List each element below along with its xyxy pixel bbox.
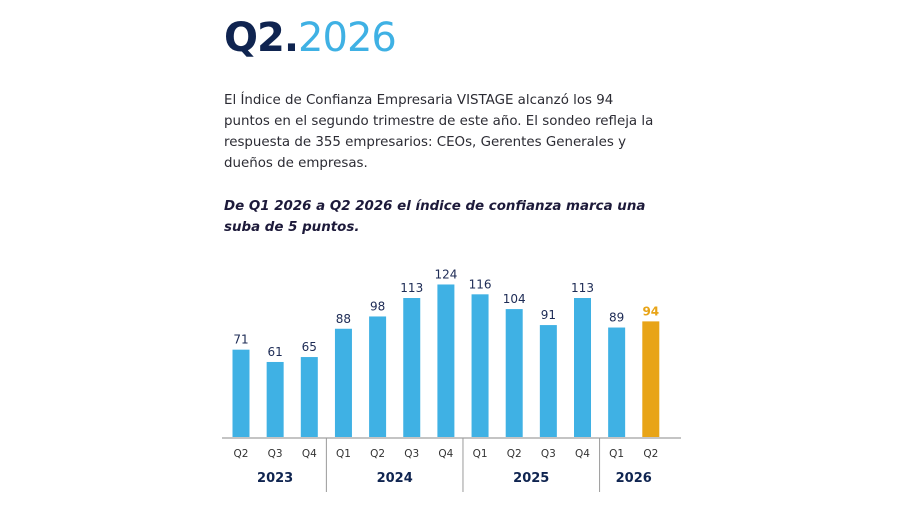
quarter-label-9: Q3	[541, 448, 556, 460]
year-label-2026: 2026	[616, 471, 652, 486]
value-label-4: 98	[370, 299, 385, 313]
quarter-label-5: Q3	[404, 448, 419, 460]
bar-1	[266, 361, 284, 437]
value-label-11: 89	[609, 311, 624, 325]
quarter-label-0: Q2	[234, 448, 249, 460]
title-year: 2026	[298, 15, 397, 61]
quarter-label-11: Q1	[609, 448, 624, 460]
value-label-12: 94	[642, 304, 659, 318]
quarter-label-6: Q4	[438, 448, 453, 460]
quarter-label-4: Q2	[370, 448, 385, 460]
quarter-label-12: Q2	[643, 448, 658, 460]
bar-3	[334, 328, 352, 437]
bar-9	[539, 325, 557, 437]
value-label-6: 124	[434, 267, 457, 281]
value-label-8: 104	[503, 292, 526, 306]
value-label-9: 91	[541, 308, 556, 322]
quarter-label-3: Q1	[336, 448, 351, 460]
bar-10	[574, 298, 591, 437]
highlight-statement: De Q1 2026 a Q2 2026 el índice de confia…	[224, 199, 646, 235]
bar-0	[232, 349, 250, 437]
quarter-label-1: Q3	[268, 448, 283, 460]
year-label-2023: 2023	[257, 471, 293, 486]
bar-2	[300, 357, 318, 437]
quarter-label-7: Q1	[473, 448, 488, 460]
value-label-10: 113	[571, 281, 594, 295]
value-label-0: 71	[233, 333, 248, 347]
year-label-2024: 2024	[377, 471, 413, 486]
bar-4	[369, 316, 387, 437]
year-label-2025: 2025	[513, 471, 549, 486]
value-label-7: 116	[469, 277, 492, 291]
quarter-label-2: Q4	[302, 448, 317, 460]
bar-6	[437, 284, 455, 437]
intro-paragraph: El Índice de Confianza Empresaria VISTAG…	[224, 93, 654, 171]
value-label-1: 61	[268, 345, 283, 359]
title-quarter: Q2	[224, 15, 285, 61]
bar-5	[403, 298, 421, 437]
value-label-3: 88	[336, 312, 351, 326]
quarter-label-10: Q4	[575, 448, 590, 460]
bar-12	[642, 321, 660, 437]
value-label-5: 113	[400, 281, 423, 295]
bar-8	[505, 309, 523, 437]
quarter-label-8: Q2	[507, 448, 522, 460]
bar-11	[608, 327, 626, 437]
title-dot: .	[283, 15, 299, 61]
value-label-2: 65	[302, 340, 317, 354]
bar-7	[471, 294, 489, 437]
page-title: Q2.2026	[224, 14, 397, 62]
